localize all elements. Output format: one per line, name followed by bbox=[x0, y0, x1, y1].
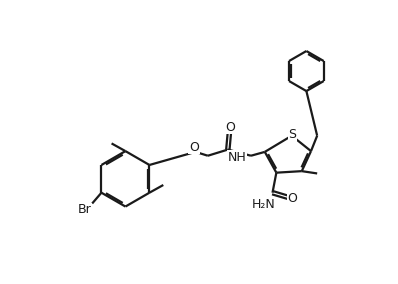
Text: O: O bbox=[288, 192, 297, 204]
Text: Br: Br bbox=[78, 203, 92, 216]
Text: O: O bbox=[189, 141, 199, 154]
Text: H₂N: H₂N bbox=[252, 198, 275, 211]
Text: O: O bbox=[225, 121, 235, 134]
Text: S: S bbox=[289, 128, 297, 141]
Text: NH: NH bbox=[228, 151, 246, 164]
